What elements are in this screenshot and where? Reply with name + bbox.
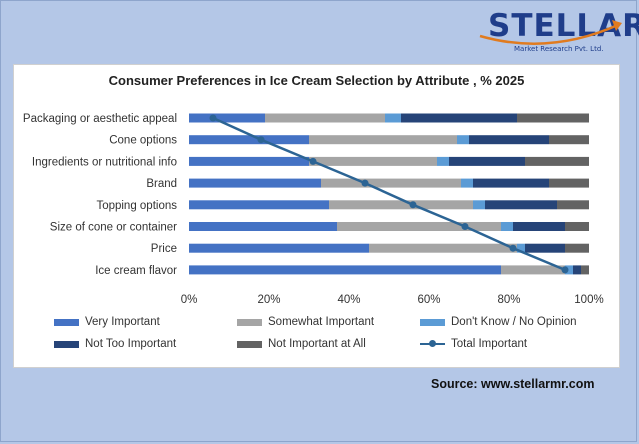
bar-very-important-packaging-or-aesthetic-appeal [189,113,265,123]
bar-not-important-at-all-packaging-or-aesthetic-appeal [517,113,589,123]
bar-not-too-important-topping-options [485,200,557,210]
legend-label-very-important: Very Important [85,316,160,328]
bar-somewhat-important-price [369,243,517,253]
bar-somewhat-important-packaging-or-aesthetic-appeal [265,113,385,123]
bar-somewhat-important-size-of-cone-or-container [337,222,501,231]
logo-swoosh-icon [479,20,622,45]
legend-label-somewhat-important: Somewhat Important [268,316,375,328]
bar-don-t-know-no-opinion-packaging-or-aesthetic-appeal [385,113,401,123]
bar-not-important-at-all-ice-cream-flavor [581,265,589,275]
x-tick-label: 20% [257,294,280,305]
total-important-point-brand [361,179,369,187]
bar-somewhat-important-topping-options [329,200,473,210]
legend-label-dont-know: Don't Know / No Opinion [451,316,577,328]
bar-don-t-know-no-opinion-size-of-cone-or-container [501,222,513,231]
category-label-ice-cream-flavor: Ice cream flavor [95,265,177,277]
legend-item-very-important: Very Important [54,314,160,330]
legend-label-not-important-at-all: Not Important at All [268,338,366,350]
legend-label-not-too-important: Not Too Important [85,338,177,350]
x-tick-label: 60% [417,294,440,305]
source-credit: Source: www.stellarmr.com [431,377,595,391]
chart-title: Consumer Preferences in Ice Cream Select… [108,73,525,88]
bar-somewhat-important-brand [321,178,461,188]
bar-not-important-at-all-ingredients-or-nutritional-info [525,156,589,166]
bar-not-important-at-all-price [565,243,589,253]
bar-not-too-important-packaging-or-aesthetic-appeal [401,113,517,123]
bar-very-important-topping-options [189,200,329,210]
bar-somewhat-important-cone-options [309,135,457,145]
bar-don-t-know-no-opinion-brand [461,178,473,188]
total-important-point-ice-cream-flavor [561,266,569,274]
category-label-packaging-or-aesthetic-appeal: Packaging or aesthetic appeal [23,113,177,125]
bar-don-t-know-no-opinion-topping-options [473,200,485,210]
legend-swatch-total-important [420,340,445,348]
bar-not-important-at-all-brand [549,178,589,188]
total-important-point-size-of-cone-or-container [461,223,469,230]
total-important-point-price [509,244,517,252]
bar-very-important-size-of-cone-or-container [189,222,337,231]
bar-not-too-important-ingredients-or-nutritional-info [449,156,525,166]
total-important-point-cone-options [257,136,265,144]
legend-swatch-somewhat-important [237,318,262,326]
total-important-line [212,116,566,272]
category-label-topping-options: Topping options [96,200,177,212]
category-label-brand: Brand [146,178,177,190]
category-label-size-of-cone-or-container: Size of cone or container [50,222,177,234]
chart-plot-area: Packaging or aesthetic appeal Cone option… [23,113,604,305]
x-tick-label: 80% [497,294,520,305]
bar-somewhat-important-ice-cream-flavor [501,265,565,275]
legend-item-not-important-at-all: Not Important at All [237,336,366,352]
x-tick-label: 40% [337,294,360,305]
bar-not-too-important-cone-options [469,135,549,145]
category-label-cone-options: Cone options [109,135,177,147]
bar-don-t-know-no-opinion-cone-options [457,135,469,145]
bar-not-important-at-all-topping-options [557,200,589,210]
bar-not-too-important-size-of-cone-or-container [513,222,565,231]
category-label-ingredients-or-nutritional-info: Ingredients or nutritional info [32,156,177,168]
bar-somewhat-important-ingredients-or-nutritional-info [309,156,437,166]
legend-item-total-important: Total Important [420,336,527,352]
total-important-point-ingredients-or-nutritional-info [309,157,317,165]
x-tick-label: 100% [574,294,603,305]
bar-not-too-important-ice-cream-flavor [573,265,581,275]
legend-label-total-important: Total Important [451,338,528,350]
x-tick-label: 0% [181,294,198,305]
bar-very-important-cone-options [189,135,309,145]
legend-swatch-very-important [54,318,79,326]
chart-legend: Very Important Somewhat Important Don't … [54,308,614,358]
bar-not-too-important-price [525,243,565,253]
bar-don-t-know-no-opinion-price [517,243,525,253]
bar-very-important-brand [189,178,321,188]
legend-item-somewhat-important: Somewhat Important [237,314,374,330]
bar-not-important-at-all-cone-options [549,135,589,145]
stellar-logo: STELLAR Market Research Pvt. Ltd. [470,6,639,58]
bar-not-too-important-brand [473,178,549,188]
total-important-point-packaging-or-aesthetic-appeal [209,114,217,122]
category-label-price: Price [151,243,177,255]
legend-swatch-not-too-important [54,340,79,348]
bar-not-important-at-all-size-of-cone-or-container [565,222,589,231]
logo-subtitle: Market Research Pvt. Ltd. [514,45,604,53]
legend-item-not-too-important: Not Too Important [54,336,176,352]
bar-don-t-know-no-opinion-ice-cream-flavor [565,265,573,275]
legend-item-dont-know: Don't Know / No Opinion [420,314,577,330]
bar-very-important-ice-cream-flavor [189,265,501,275]
bar-very-important-price [189,243,369,253]
chart-panel: Consumer Preferences in Ice Cream Select… [13,64,620,368]
bar-don-t-know-no-opinion-ingredients-or-nutritional-info [437,156,449,166]
legend-swatch-dont-know [420,318,445,326]
legend-swatch-not-important-at-all [237,340,262,348]
bar-very-important-ingredients-or-nutritional-info [189,156,309,166]
total-important-point-topping-options [409,201,417,209]
